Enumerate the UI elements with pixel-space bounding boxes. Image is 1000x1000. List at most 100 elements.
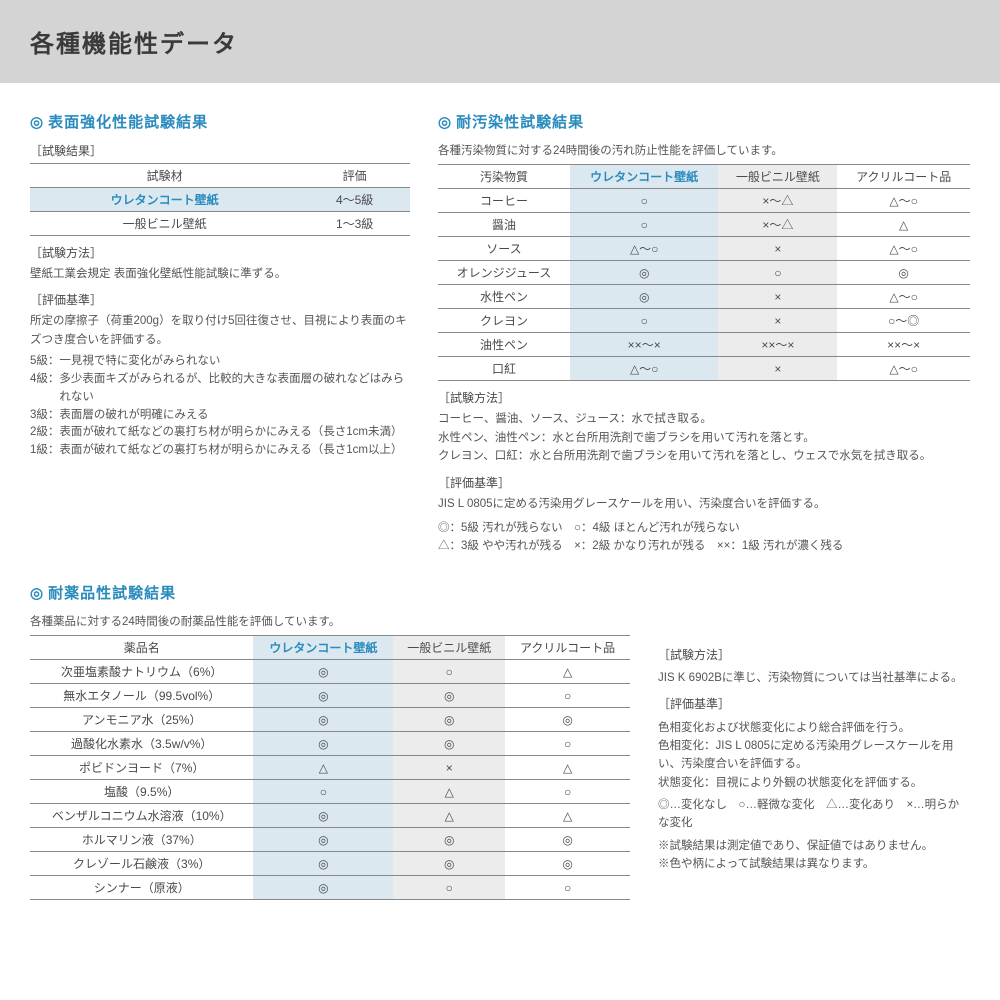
- text-line: ※色や柄によって試験結果は異なります。: [658, 855, 970, 873]
- table-row: ポビドンヨード（7%）△×△: [30, 756, 630, 780]
- section2-method-label: ［試験方法］: [438, 389, 970, 406]
- table-cell: コーヒー: [438, 189, 570, 213]
- grade-line: 3級：表面層の破れが明確にみえる: [30, 407, 410, 425]
- table-cell: ◎: [393, 828, 505, 852]
- content-area: 表面強化性能試験結果 ［試験結果］ 試験材評価ウレタンコート壁紙4～5級一般ビニ…: [0, 83, 1000, 906]
- section3-legend: ◎…変化なし ○…軽微な変化 △…変化あり ×…明らかな変化: [658, 796, 970, 833]
- table-cell: ◎: [837, 261, 970, 285]
- section2-intro: 各種汚染物質に対する24時間後の汚れ防止性能を評価しています。: [438, 142, 970, 160]
- table-cell: ◎: [393, 852, 505, 876]
- table-cell: ◎: [505, 852, 630, 876]
- table-cell: △: [505, 756, 630, 780]
- section1-table: 試験材評価ウレタンコート壁紙4～5級一般ビニル壁紙1～3級: [30, 163, 410, 236]
- section1-result-label: ［試験結果］: [30, 142, 410, 159]
- section2-legend: ◎：5級 汚れが残らない ○：4級 ほとんど汚れが残らない△：3級 やや汚れが残…: [438, 519, 970, 556]
- table-cell: アンモニア水（25%）: [30, 708, 253, 732]
- table-row: 塩酸（9.5%）○△○: [30, 780, 630, 804]
- table-cell: △: [253, 756, 393, 780]
- table-cell: ◎: [253, 876, 393, 900]
- table-row: 口紅△～○×△～○: [438, 357, 970, 381]
- table-header: アクリルコート品: [505, 636, 630, 660]
- table-cell: △～○: [570, 357, 719, 381]
- table-cell: △～○: [570, 237, 719, 261]
- table-cell: 次亜塩素酸ナトリウム（6%）: [30, 660, 253, 684]
- text-line: △：3級 やや汚れが残る ×：2級 かなり汚れが残る ××：1級 汚れが濃く残る: [438, 537, 970, 555]
- grade-line: 1級：表面が破れて紙などの裏打ち材が明らかにみえる（長さ1cm以上）: [30, 442, 410, 460]
- table-cell: ×: [393, 756, 505, 780]
- table-cell: ×: [718, 237, 837, 261]
- cell-val: 1～3級: [299, 212, 410, 236]
- table-row: オレンジジュース◎○◎: [438, 261, 970, 285]
- section3-intro: 各種薬品に対する24時間後の耐薬品性能を評価しています。: [30, 613, 630, 631]
- table-cell: ◎: [505, 708, 630, 732]
- table-header: ウレタンコート壁紙: [253, 636, 393, 660]
- table-cell: ◎: [253, 684, 393, 708]
- section3-criteria-lines: 色相変化および状態変化により総合評価を行う。色相変化：JIS L 0805に定め…: [658, 719, 970, 793]
- table-cell: △: [505, 804, 630, 828]
- section2-method-lines: コーヒー、醤油、ソース、ジュース：水で拭き取る。水性ペン、油性ペン：水と台所用洗…: [438, 410, 970, 465]
- table-cell: ××～×: [570, 333, 719, 357]
- section1-grades: 5級：一見視で特に変化がみられない4級：多少表面キズがみられるが、比較的大きな表…: [30, 353, 410, 460]
- section1-method-text: 壁紙工業会規定 表面強化壁紙性能試験に準ずる。: [30, 265, 410, 283]
- table-cell: ○: [393, 660, 505, 684]
- table-cell: 醤油: [438, 213, 570, 237]
- table-cell: シンナー（原液）: [30, 876, 253, 900]
- table-cell: ベンザルコニウム水溶液（10%）: [30, 804, 253, 828]
- section1-criteria-label: ［評価基準］: [30, 291, 410, 308]
- table-cell: ××～×: [718, 333, 837, 357]
- table-header: ウレタンコート壁紙: [570, 165, 719, 189]
- text-line: コーヒー、醤油、ソース、ジュース：水で拭き取る。: [438, 410, 970, 428]
- table-cell: ◎: [253, 828, 393, 852]
- cell-val: 4～5級: [299, 188, 410, 212]
- text-line: 色相変化：JIS L 0805に定める汚染用グレースケールを用い、汚染度合いを評…: [658, 737, 970, 774]
- table-cell: △～○: [837, 285, 970, 309]
- table-row: クレヨン○×○～◎: [438, 309, 970, 333]
- table-cell: 水性ペン: [438, 285, 570, 309]
- section3-notes: ※試験結果は測定値であり、保証値ではありません。※色や柄によって試験結果は異なり…: [658, 837, 970, 874]
- table-cell: ◎: [570, 261, 719, 285]
- table-cell: △: [393, 804, 505, 828]
- table-header: 一般ビニル壁紙: [393, 636, 505, 660]
- table-cell: △: [837, 213, 970, 237]
- grade-line: 5級：一見視で特に変化がみられない: [30, 353, 410, 371]
- table-cell: ×: [718, 309, 837, 333]
- cell-name: ウレタンコート壁紙: [30, 188, 299, 212]
- table-cell: ◎: [253, 804, 393, 828]
- section2-table: 汚染物質ウレタンコート壁紙一般ビニル壁紙アクリルコート品コーヒー○×～△△～○醤…: [438, 164, 970, 381]
- section2-criteria-text: JIS L 0805に定める汚染用グレースケールを用い、汚染度合いを評価する。: [438, 495, 970, 513]
- table-cell: △: [393, 780, 505, 804]
- text-line: ◎：5級 汚れが残らない ○：4級 ほとんど汚れが残らない: [438, 519, 970, 537]
- table-cell: ××～×: [837, 333, 970, 357]
- section3-table: 薬品名ウレタンコート壁紙一般ビニル壁紙アクリルコート品次亜塩素酸ナトリウム（6%…: [30, 635, 630, 900]
- table-cell: ◎: [253, 852, 393, 876]
- cell-name: 一般ビニル壁紙: [30, 212, 299, 236]
- section3-side-notes: ［試験方法］ JIS K 6902Bに準じ、汚染物質については当社基準による。 …: [658, 582, 970, 906]
- table-cell: ◎: [393, 684, 505, 708]
- table-header: 一般ビニル壁紙: [718, 165, 837, 189]
- section3-title: 耐薬品性試験結果: [30, 582, 630, 603]
- section3-method-label: ［試験方法］: [658, 646, 970, 665]
- table-cell: ○: [505, 732, 630, 756]
- section1-title: 表面強化性能試験結果: [30, 111, 410, 132]
- table-cell: ホルマリン液（37%）: [30, 828, 253, 852]
- table-header: 薬品名: [30, 636, 253, 660]
- table-cell: ◎: [253, 732, 393, 756]
- table-row: クレゾール石鹸液（3%）◎◎◎: [30, 852, 630, 876]
- table-header: 汚染物質: [438, 165, 570, 189]
- table-row: 油性ペン××～×××～×××～×: [438, 333, 970, 357]
- page-title: 各種機能性データ: [0, 0, 1000, 83]
- section3-criteria-label: ［評価基準］: [658, 695, 970, 714]
- table-cell: ◎: [253, 708, 393, 732]
- table-cell: ポビドンヨード（7%）: [30, 756, 253, 780]
- table-cell: ○: [570, 213, 719, 237]
- table-cell: ○～◎: [837, 309, 970, 333]
- text-line: 状態変化：目視により外観の状態変化を評価する。: [658, 774, 970, 792]
- table-cell: 過酸化水素水（3.5w/v%）: [30, 732, 253, 756]
- table-cell: △～○: [837, 189, 970, 213]
- table-cell: △～○: [837, 357, 970, 381]
- table-cell: ×: [718, 357, 837, 381]
- text-line: 色相変化および状態変化により総合評価を行う。: [658, 719, 970, 737]
- text-line: ※試験結果は測定値であり、保証値ではありません。: [658, 837, 970, 855]
- section1-criteria-text: 所定の摩擦子（荷重200g）を取り付け5回往復させ、目視により表面のキズつき度合…: [30, 312, 410, 349]
- table-cell: ○: [505, 684, 630, 708]
